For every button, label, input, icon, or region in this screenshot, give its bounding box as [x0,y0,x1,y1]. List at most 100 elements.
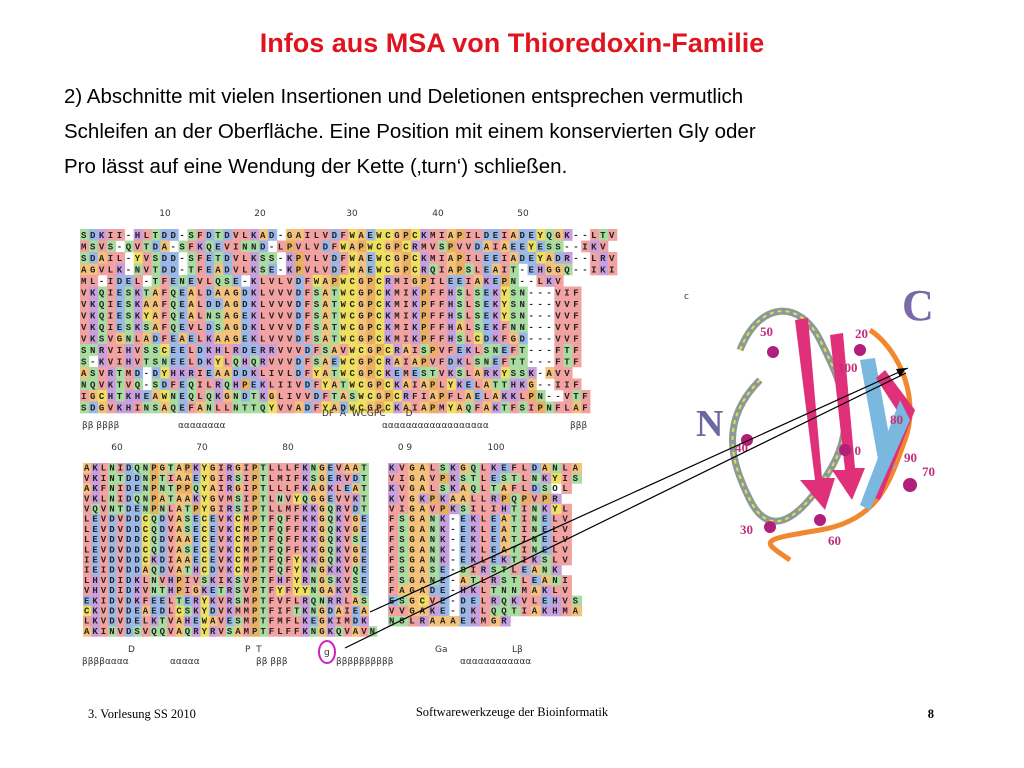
residue-cell [509,229,519,241]
residue-cell [554,275,564,287]
residue-cell [429,355,439,368]
atom [814,514,826,526]
residue-cell [420,355,430,368]
residue-cell [303,252,313,264]
residue-cell [527,390,537,402]
atom [839,444,851,456]
residue-cell [530,595,542,607]
residue-cell [510,554,521,566]
residue-cell [384,332,394,345]
residue-cell [217,626,227,637]
residue-cell [351,626,361,637]
residue-cell [88,252,99,264]
residue-cell [259,263,269,276]
residue-cell [402,240,412,253]
residue-cell [366,309,376,322]
residue-cell [384,321,394,333]
residue-cell [91,626,101,637]
residue-cell [88,390,99,402]
residue-cell [80,309,90,322]
residue-cell [301,585,311,596]
residue-cell [490,595,501,607]
residue-cell [285,298,296,310]
residue-cell [293,534,302,545]
residue-cell [384,367,394,379]
residue-cell [232,275,242,287]
residue-cell [158,534,168,545]
residue-cell [388,534,399,545]
residue-cell [294,332,305,345]
residue-cell [83,534,92,545]
residue-cell [150,554,159,566]
residue-cell [303,298,313,310]
sequence-row: KVGALSKGQLKEFLDANLA [389,464,579,474]
residue-cell [459,595,470,607]
residue-cell [482,332,492,345]
residue-cell [133,595,143,607]
residue-cell [99,626,109,637]
residue-cell [125,473,134,484]
residue-cell [294,240,305,253]
residue-cell [251,524,260,535]
residue-cell [285,263,296,276]
residue-cell [572,286,582,299]
residue-cell [459,493,470,505]
residue-cell [225,534,235,545]
residue-cell [536,252,546,264]
residue-cell [527,229,537,241]
residue-cell [608,263,618,276]
residue-cell [408,565,419,576]
residue-cell [388,565,399,576]
residue-cell [482,355,492,368]
residue-cell [151,355,161,368]
residue-cell [192,544,201,556]
residue-cell [88,229,99,241]
residue-cell [375,321,385,333]
residue-cell [99,473,109,484]
residue-cell [115,401,126,414]
residue-cell [339,275,349,287]
residue-cell [398,554,409,566]
residue-cell [234,534,243,545]
residue-cell [479,514,491,525]
residue-cell [312,401,322,414]
residue-cell [321,298,331,310]
residue-cell [351,585,361,596]
residue-cell [418,554,430,566]
residue-cell [491,367,501,379]
residue-cell [125,565,134,576]
residue-cell [175,524,185,535]
residue-cell [284,554,294,566]
residue-cell [106,321,117,333]
residue-cell [309,554,319,566]
residue-cell [276,503,285,515]
residue-cell [205,332,215,345]
residue-cell [214,332,224,345]
residue-cell [209,544,218,556]
residue-cell [267,378,278,391]
residue-cell [151,286,161,299]
residue-cell [527,378,537,391]
residue-cell [326,524,336,535]
residue-cell [357,390,367,402]
residue-cell [125,626,134,637]
residue-cell [250,332,260,345]
residue-cell [294,252,305,264]
residue-cell [500,298,510,310]
residue-cell [330,378,340,391]
residue-cell [293,595,302,607]
residue-cell [509,263,519,276]
residue-cell [225,585,235,596]
residue-cell [482,390,492,402]
residue-cell [343,503,353,515]
residue-cell [284,534,294,545]
residue-cell [428,473,440,484]
residue-cell [509,298,519,310]
residue-cell [151,263,161,276]
residue-cell [241,378,251,391]
residue-cell [446,378,457,391]
residue-cell [393,229,403,241]
residue-cell [366,355,376,368]
residue-cell [408,524,419,535]
residue-cell [267,503,277,515]
